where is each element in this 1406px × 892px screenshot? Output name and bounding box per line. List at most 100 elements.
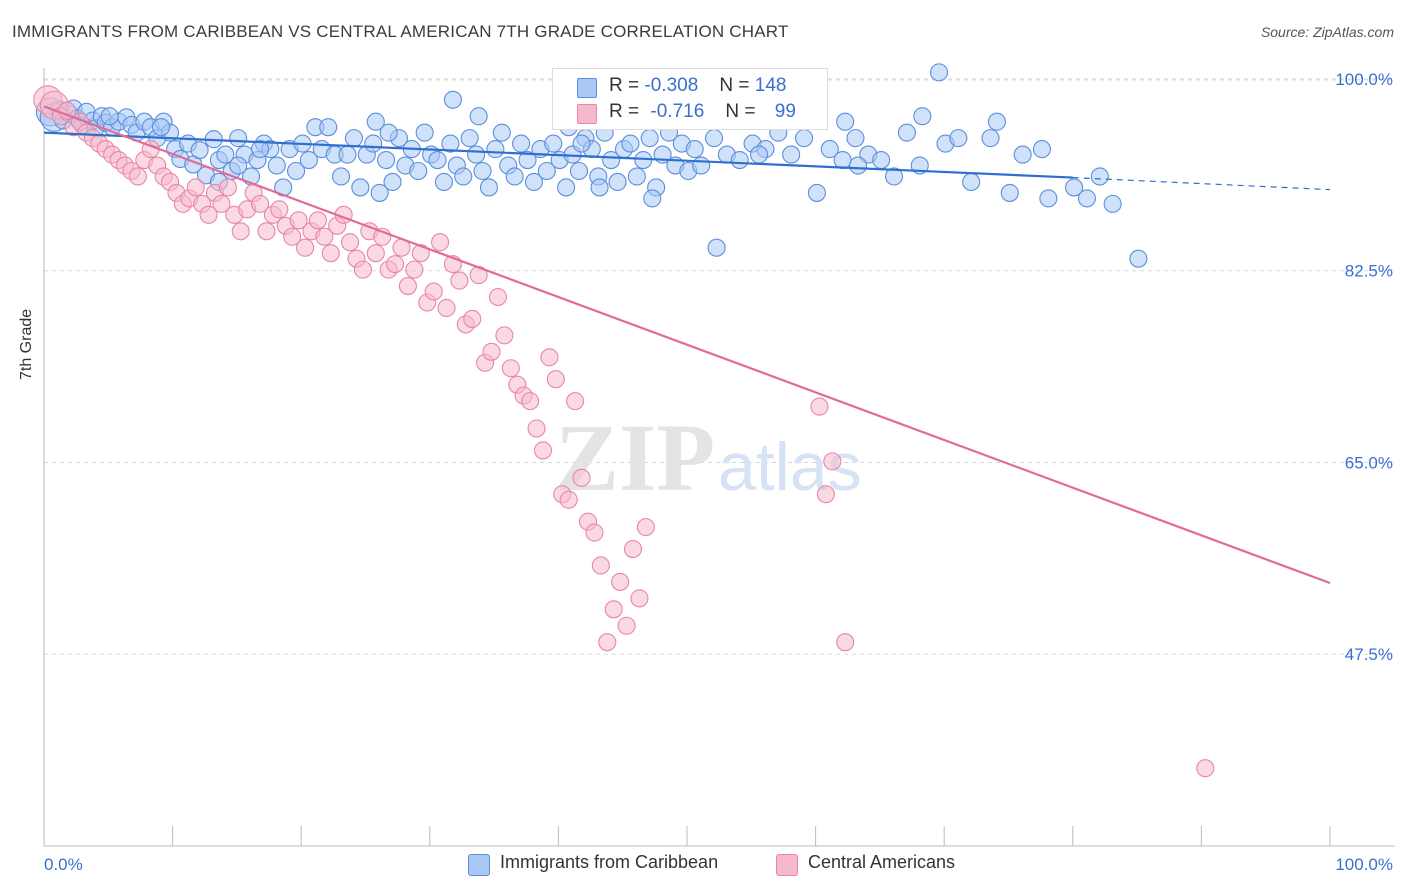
legend-r-value: -0.308 [644,75,699,96]
point-caribbean [643,189,662,208]
point-caribbean [794,129,814,148]
chart-title: IMMIGRANTS FROM CARIBBEAN VS CENTRAL AME… [12,22,789,41]
point-caribbean [913,107,932,126]
point-central-american [218,178,237,197]
point-caribbean [537,161,556,181]
point-caribbean [377,150,396,170]
legend-n-label: N = [725,101,756,122]
axes [43,68,1395,847]
point-caribbean [229,156,248,175]
point-caribbean [872,150,891,170]
point-caribbean [370,183,389,202]
point-central-american [353,260,372,279]
point-caribbean [1065,178,1084,197]
point-central-american [398,277,417,296]
point-caribbean [460,129,479,148]
point-caribbean [569,161,589,181]
point-caribbean [479,178,499,197]
point-caribbean [469,107,488,126]
point-caribbean [749,145,769,164]
point-caribbean [454,167,473,186]
point-caribbean [836,112,855,131]
point-caribbean [608,172,627,192]
legend-r-label: R = [609,75,640,96]
watermark: ZIP atlas [555,404,862,511]
point-central-american [598,633,617,652]
point-caribbean [512,134,531,153]
watermark-zip: ZIP [555,404,715,511]
point-central-american [411,244,430,263]
point-caribbean [351,178,370,197]
point-caribbean [602,150,621,170]
point-caribbean [621,134,640,153]
point-central-american [823,452,842,471]
y-tick-label: 47.5% [1345,645,1393,664]
point-caribbean [338,145,357,164]
point-caribbean [216,145,235,164]
point-central-american [315,227,334,246]
point-central-american [482,342,501,361]
point-central-american [257,222,276,241]
point-central-american [283,227,302,246]
point-caribbean [1039,189,1058,208]
point-caribbean [557,178,576,197]
point-central-american [636,518,655,537]
point-caribbean [930,63,949,82]
point-caribbean [250,140,270,159]
legend-r-value: -0.716 [650,101,705,122]
point-caribbean [707,238,726,257]
y-tick-label: 100.0% [1335,70,1393,89]
point-central-american [495,326,514,345]
point-central-american [231,222,250,241]
point-caribbean [704,129,724,148]
point-caribbean [434,172,453,192]
x-tick-label: 0.0% [44,855,83,874]
point-central-american [424,282,443,301]
point-central-american [816,485,835,504]
point-caribbean [524,172,544,192]
stats-legend: R = -0.308 N = 148 R = -0.716 N = 99 [552,68,828,130]
bottom-legend-swatch-central-american [776,854,798,876]
point-central-american [630,589,649,608]
point-central-american [810,397,829,416]
point-caribbean [572,134,591,153]
point-caribbean [100,107,119,126]
point-caribbean [987,112,1006,131]
point-central-american [604,600,623,619]
point-caribbean [467,145,486,164]
x-tick-label: 100.0% [1335,855,1393,874]
point-central-american [501,359,520,378]
bottom-legend-label-central-american: Central Americans [808,852,956,872]
point-caribbean [544,134,563,153]
point-caribbean [1000,183,1019,202]
point-central-american [450,271,469,290]
point-caribbean [190,141,209,160]
point-caribbean [344,129,363,148]
point-central-american [186,178,205,197]
y-tick-label: 65.0% [1345,453,1393,472]
point-central-american [341,233,360,252]
point-central-american [488,287,508,307]
watermark-atlas: atlas [718,429,862,505]
point-caribbean [1032,140,1051,159]
point-central-american [1196,759,1215,778]
point-caribbean [379,123,398,142]
point-caribbean [590,178,609,197]
point-caribbean [319,118,338,137]
point-caribbean [366,112,385,131]
point-caribbean [981,129,1000,148]
point-central-american [437,298,456,318]
point-caribbean [685,140,704,159]
point-caribbean [151,118,171,137]
point-central-american [250,194,270,213]
point-caribbean [287,161,306,181]
point-caribbean [833,150,852,170]
point-central-american [521,392,540,411]
point-caribbean [782,145,801,164]
point-central-american [321,244,340,263]
point-central-american [623,539,643,559]
point-central-american [559,490,578,509]
point-caribbean [428,150,447,170]
legend-swatch-caribbean [577,78,597,98]
point-caribbean [492,123,511,142]
